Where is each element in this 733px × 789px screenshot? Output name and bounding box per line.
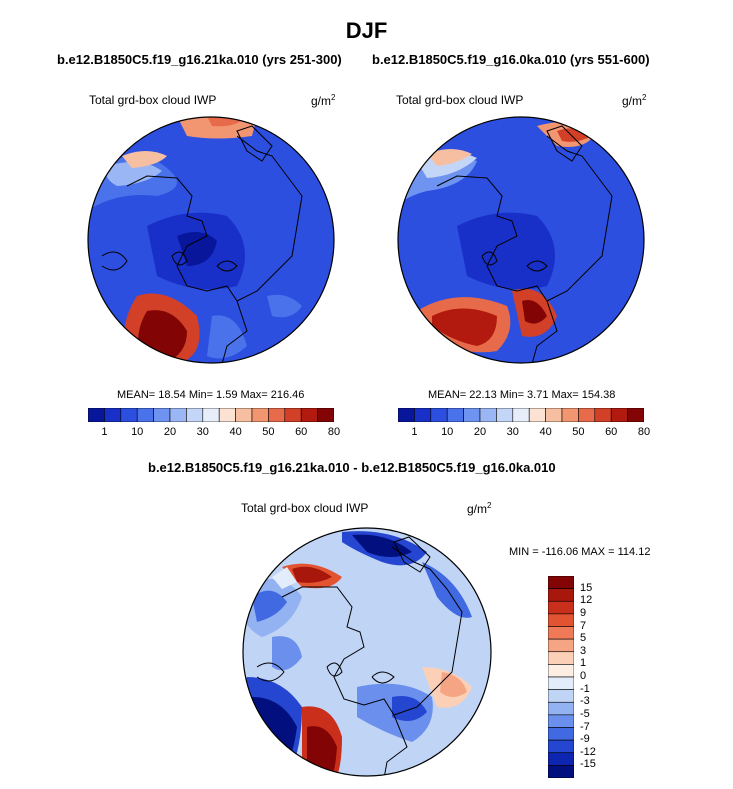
panel1-colorbar: [88, 408, 334, 422]
panel3-colorbar-tick-label: -3: [580, 695, 590, 708]
panel2-colorbar-tick-label: 30: [506, 426, 519, 438]
panel3-colorbar-tick-label: 12: [580, 594, 593, 607]
panel3-colorbar-swatch: [548, 701, 574, 716]
panel3-colorbar-swatch: [548, 626, 574, 640]
panel3-polar-map: [242, 527, 492, 777]
panel1-colorbar-tick-label: 30: [196, 426, 209, 438]
panel2-colorbar-tick-label: 1: [411, 426, 418, 438]
panel1-colorbar-tick-label: 1: [101, 426, 108, 438]
panel2-colorbar-swatch: [463, 408, 481, 422]
panel1-variable: Total grd-box cloud IWP: [89, 93, 217, 107]
panel1-colorbar-swatch: [186, 408, 204, 422]
panel3-colorbar-tick-label: 15: [580, 581, 593, 594]
panel1-stats: MEAN= 18.54 Min= 1.59 Max= 216.46: [117, 389, 305, 401]
panel3-colorbar-swatch: [548, 613, 574, 627]
panel2-colorbar-tick-label: 10: [441, 426, 454, 438]
panel2-colorbar-swatch: [594, 408, 612, 422]
panel3-colorbar-tick-label: 0: [580, 670, 587, 682]
panel3-colorbar-tick-label: -5: [580, 707, 590, 720]
panel2-colorbar-swatch: [496, 408, 514, 422]
panel3-colorbar-tick-label: -9: [580, 733, 590, 746]
panel1-colorbar-swatch: [153, 408, 171, 422]
panel1-colorbar-labels: 1 10 20 30 40 50 60 80: [88, 426, 340, 440]
panel1-colorbar-swatch: [218, 408, 236, 422]
panel3-colorbar-tick-label: -1: [580, 682, 590, 695]
panel2-units: g/m2: [622, 93, 647, 108]
panel2-variable: Total grd-box cloud IWP: [396, 93, 524, 107]
panel1-colorbar-swatch: [120, 408, 138, 422]
panel1-colorbar-swatch: [284, 408, 302, 422]
panel1-colorbar-swatch: [268, 408, 286, 422]
panel2-polar-map: [397, 116, 645, 364]
panel1-colorbar-tick-label: 20: [163, 426, 177, 438]
panel2-stats: MEAN= 22.13 Min= 3.71 Max= 154.38: [428, 389, 616, 401]
panel3-colorbar-swatch: [548, 752, 574, 766]
panel1-colorbar-swatch: [202, 408, 220, 422]
panel1-colorbar-swatch: [317, 408, 334, 422]
panel3-colorbar-swatch: [548, 588, 574, 602]
panel2-colorbar-swatch: [578, 408, 596, 422]
panel2-colorbar-tick-label: 80: [637, 426, 651, 438]
panel1-colorbar-tick-label: 40: [229, 426, 242, 438]
panel3-colorbar-tick-label: 7: [580, 619, 587, 632]
panel3-colorbar-swatch: [548, 727, 574, 741]
panel2-colorbar-swatch: [398, 408, 415, 422]
panel1-colorbar-swatch: [300, 408, 318, 422]
panel3-colorbar-swatch: [548, 739, 574, 754]
panel1-colorbar-tick-label: 50: [262, 426, 275, 438]
case-title-left: b.e12.B1850C5.f19_g16.21ka.010 (yrs 251-…: [57, 52, 342, 67]
panel1-colorbar-swatch: [136, 408, 154, 422]
panel3-stats: MIN = -116.06 MAX = 114.12: [509, 546, 651, 558]
panel1-colorbar-swatch: [169, 408, 187, 422]
panel2-colorbar-swatch: [528, 408, 546, 422]
panel2-colorbar: [398, 408, 644, 422]
panel3-colorbar-labels: 15 12 9 7 5 3 1 0 -1 -3 -5 -7 -9 -12 -15: [580, 576, 620, 778]
panel2-colorbar-swatch: [627, 408, 644, 422]
panel3-colorbar-swatch: [548, 676, 574, 690]
panel2-colorbar-swatch: [610, 408, 628, 422]
panel1-colorbar-tick-label: 60: [295, 426, 308, 438]
panel3-colorbar-swatch: [548, 576, 574, 589]
panel3-colorbar-swatch: [548, 600, 574, 615]
panel2-colorbar-tick-label: 20: [473, 426, 487, 438]
panel1-colorbar-tick-label: 80: [327, 426, 341, 438]
panel3-colorbar-tick-label: 5: [580, 632, 587, 645]
panel3-colorbar: [548, 576, 574, 778]
panel2-colorbar-swatch: [479, 408, 497, 422]
panel3-colorbar-swatch: [548, 765, 574, 778]
panel2-colorbar-swatch: [545, 408, 563, 422]
panel3-colorbar-swatch: [548, 689, 574, 703]
panel3-colorbar-tick-label: 9: [580, 606, 587, 619]
case-title-right: b.e12.B1850C5.f19_g16.0ka.010 (yrs 551-6…: [372, 52, 650, 67]
panel2-colorbar-tick-label: 50: [572, 426, 585, 438]
panel2-colorbar-swatch: [561, 408, 579, 422]
panel1-units: g/m2: [311, 93, 336, 108]
panel1-colorbar-swatch: [235, 408, 253, 422]
panel3-colorbar-tick-label: -12: [580, 745, 596, 758]
panel3-variable: Total grd-box cloud IWP: [241, 501, 369, 515]
panel2-colorbar-swatch: [430, 408, 448, 422]
diff-title: b.e12.B1850C5.f19_g16.21ka.010 - b.e12.B…: [148, 460, 556, 475]
panel1-colorbar-swatch: [104, 408, 122, 422]
panel1-colorbar-tick-label: 10: [131, 426, 144, 438]
panel3-colorbar-tick-label: 3: [580, 644, 587, 657]
panel2-colorbar-swatch: [512, 408, 530, 422]
panel2-colorbar-swatch: [414, 408, 432, 422]
panel2-colorbar-swatch: [446, 408, 464, 422]
panel3-colorbar-swatch: [548, 651, 574, 665]
panel3-colorbar-swatch: [548, 664, 574, 678]
main-title: DJF: [345, 18, 388, 43]
panel2-colorbar-labels: 1 10 20 30 40 50 60 80: [398, 426, 650, 440]
panel3-colorbar-swatch: [548, 714, 574, 728]
panel1-polar-map: [87, 116, 335, 364]
panel3-colorbar-tick-label: -7: [580, 720, 590, 733]
panel3-colorbar-tick-label: -15: [580, 758, 596, 771]
panel2-colorbar-tick-label: 40: [539, 426, 552, 438]
panel3-colorbar-tick-label: 1: [580, 657, 587, 670]
panel3-units: g/m2: [467, 501, 492, 516]
panel3-colorbar-swatch: [548, 638, 574, 653]
panel1-colorbar-swatch: [251, 408, 269, 422]
panel1-colorbar-swatch: [88, 408, 105, 422]
panel2-colorbar-tick-label: 60: [605, 426, 618, 438]
